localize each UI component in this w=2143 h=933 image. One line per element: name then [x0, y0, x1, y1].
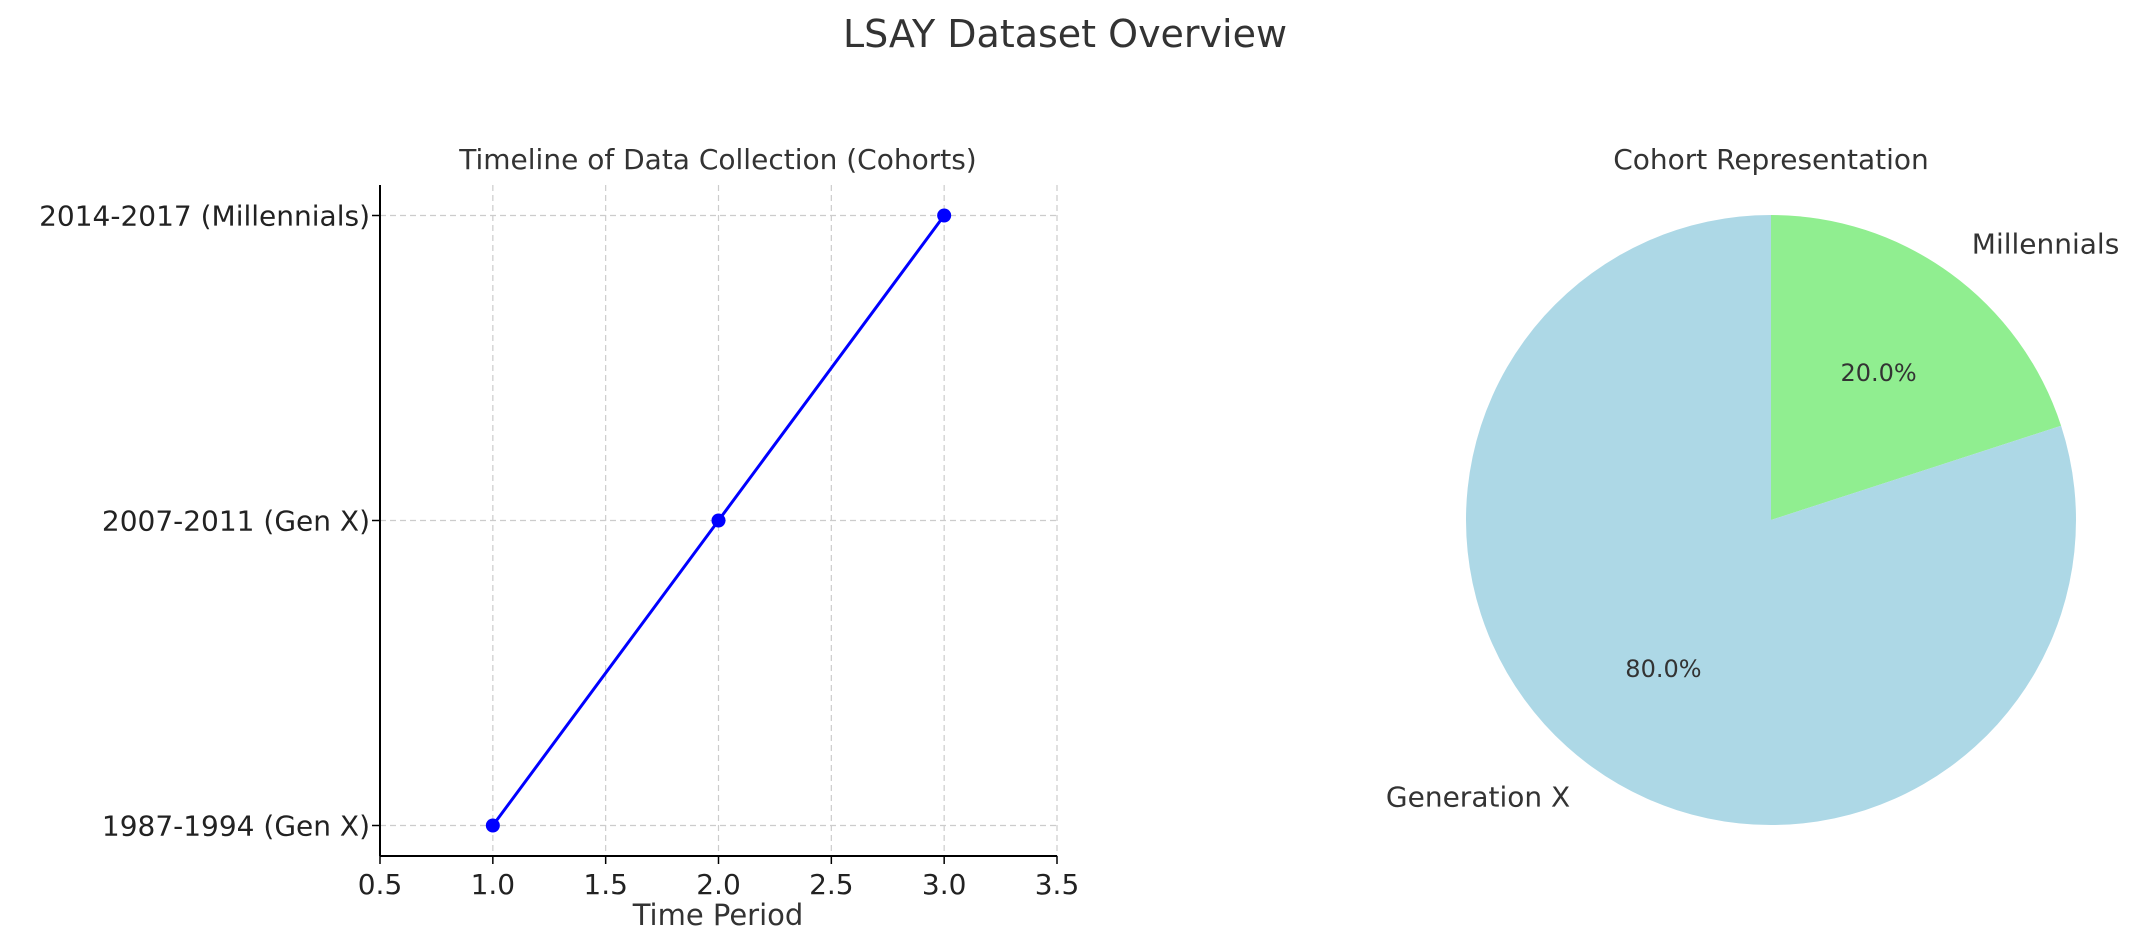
data-point: [485, 818, 500, 833]
data-point: [711, 513, 726, 528]
line-chart-series: [485, 208, 952, 833]
pie-category-label: Generation X: [1386, 780, 1570, 813]
x-tick-label: 0.5: [358, 868, 403, 901]
data-point: [937, 208, 952, 223]
timeline-line-chart: Timeline of Data Collection (Cohorts) 0.…: [39, 143, 1079, 932]
line-chart-x-label: Time Period: [632, 898, 804, 932]
x-tick-label: 3.5: [1035, 868, 1080, 901]
y-tick-label: 2007-2011 (Gen X): [102, 505, 370, 538]
x-tick-label: 1.5: [583, 868, 628, 901]
line-chart-x-ticks: 0.5 1.0 1.5 2.0 2.5 3.0 3.5: [358, 856, 1080, 901]
pie-category-label: Millennials: [1972, 228, 2120, 261]
line-chart-title: Timeline of Data Collection (Cohorts): [458, 143, 976, 176]
pie-percent-label: 20.0%: [1840, 359, 1916, 387]
pie-chart-title: Cohort Representation: [1613, 143, 1929, 176]
cohort-pie-chart: Cohort Representation 20.0% Millennials 80…: [1386, 143, 2119, 825]
x-tick-label: 2.0: [696, 868, 741, 901]
figure-title: LSAY Dataset Overview: [843, 12, 1287, 56]
line-chart-y-ticks: 1987-1994 (Gen X) 2007-2011 (Gen X) 2014-2…: [39, 200, 380, 843]
pie-percent-label: 80.0%: [1625, 655, 1701, 683]
x-tick-label: 1.0: [471, 868, 516, 901]
pie-slice-generation-x: [1465, 215, 2076, 825]
x-tick-label: 3.0: [922, 868, 967, 901]
y-tick-label: 2014-2017 (Millennials): [39, 200, 370, 233]
pie-slice-millennials: [1771, 215, 2062, 520]
pie-slices: 20.0% Millennials 80.0% Generation X: [1386, 215, 2119, 825]
y-tick-label: 1987-1994 (Gen X): [102, 810, 370, 843]
x-tick-label: 2.5: [809, 868, 854, 901]
